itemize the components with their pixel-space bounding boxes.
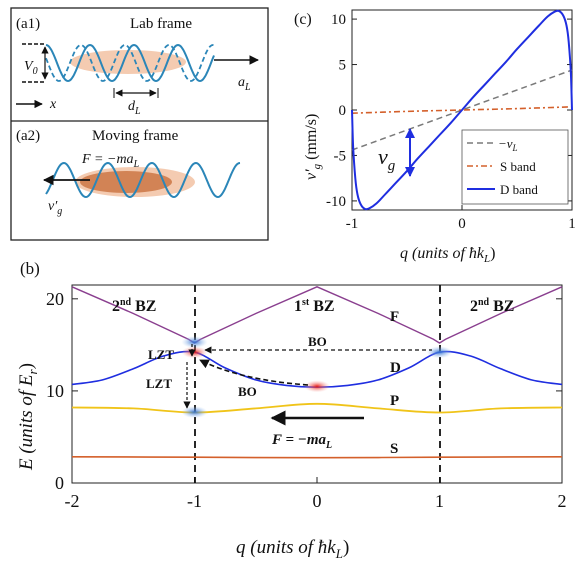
c-xtick-label: -1 <box>346 216 359 232</box>
c-ytick-label: -5 <box>334 148 347 164</box>
legend: −vL S band D band <box>461 129 569 205</box>
c-ytick-label: 5 <box>339 58 347 74</box>
position-label: x <box>49 97 57 112</box>
atom-cloud-inner <box>80 171 172 193</box>
zone-label-center: 1st BZ <box>294 297 335 315</box>
band-label-D: D <box>390 360 401 376</box>
band-P-line <box>71 402 563 414</box>
lattice-wave <box>45 43 215 83</box>
wavepacket-red <box>304 380 330 393</box>
b-xtick-label: -1 <box>187 491 202 511</box>
lzt-label-lower: LZT <box>146 376 172 391</box>
panel-b-xlabel: q (units of ħkL) <box>236 537 349 561</box>
series-D-band-line <box>351 9 573 211</box>
panel-a: (a1) Lab frame V0 x dL aL (a2) Moving fr… <box>10 7 269 241</box>
b-xtick-label: 2 <box>558 491 567 511</box>
legend-label-vL: −vL <box>498 136 518 153</box>
c-ytick-label: 0 <box>339 103 347 119</box>
wavepacket-red <box>181 346 208 359</box>
wavepacket-blue <box>181 406 208 419</box>
lattice-wave-moving <box>45 161 241 199</box>
panel-a-border <box>10 7 269 241</box>
band-label-P: P <box>390 393 399 409</box>
panel-a1-tag: (a1) <box>16 16 40 32</box>
lattice-wave-shifted <box>45 44 215 82</box>
b-xtick-label: -2 <box>65 491 80 511</box>
lzt-label-upper: LZT <box>148 347 174 362</box>
b-ytick-label: 10 <box>46 381 64 401</box>
zone-label-right: 2nd BZ <box>470 297 514 315</box>
vg-annotation: vg <box>378 144 396 174</box>
c-ytick-label: -10 <box>326 194 346 210</box>
panel-a2-tag: (a2) <box>16 128 40 144</box>
band-label-S: S <box>390 441 398 457</box>
band-S-line <box>71 456 563 459</box>
panel-a1-title: Lab frame <box>130 16 192 32</box>
legend-label-S: S band <box>500 159 536 174</box>
period-label: dL <box>128 99 141 117</box>
legend-label-D: D band <box>500 182 538 197</box>
panel-a2-title: Moving frame <box>92 128 179 144</box>
panel-c-ylabel: v′g (mm/s) <box>303 114 323 180</box>
force-label-b: F = −maL <box>271 432 332 451</box>
wavepacket-blue <box>181 336 208 349</box>
depth-label: V0 <box>24 59 38 77</box>
c-xtick-label: 1 <box>568 216 576 232</box>
bo-label-lower: BO <box>238 384 257 399</box>
bo-label-top: BO <box>308 334 327 349</box>
b-xtick-label: 0 <box>313 491 322 511</box>
band-label-F: F <box>390 309 399 325</box>
acceleration-label: aL <box>238 75 251 93</box>
panel-b-tag: (b) <box>20 259 40 278</box>
series-S-band-line <box>351 106 573 114</box>
wavepacket-blobs <box>181 336 453 419</box>
b-xtick-label: 1 <box>435 491 444 511</box>
panel-b-ylabel: E (units of Er) <box>16 363 40 471</box>
force-label-a2: F = −maL <box>81 152 140 170</box>
c-xtick-label: 0 <box>458 216 466 232</box>
b-ytick-label: 0 <box>55 473 64 493</box>
panel-c-xlabel: q (units of ħkL) <box>400 245 495 265</box>
panel-c-tag: (c) <box>294 11 312 28</box>
series-vL-line <box>351 69 573 151</box>
c-ytick-label: 10 <box>331 12 346 28</box>
velocity-label: v′g <box>48 199 62 217</box>
wavepacket-blue <box>426 346 453 359</box>
b-ytick-label: 20 <box>46 289 64 309</box>
zone-label-left: 2nd BZ <box>112 297 156 315</box>
